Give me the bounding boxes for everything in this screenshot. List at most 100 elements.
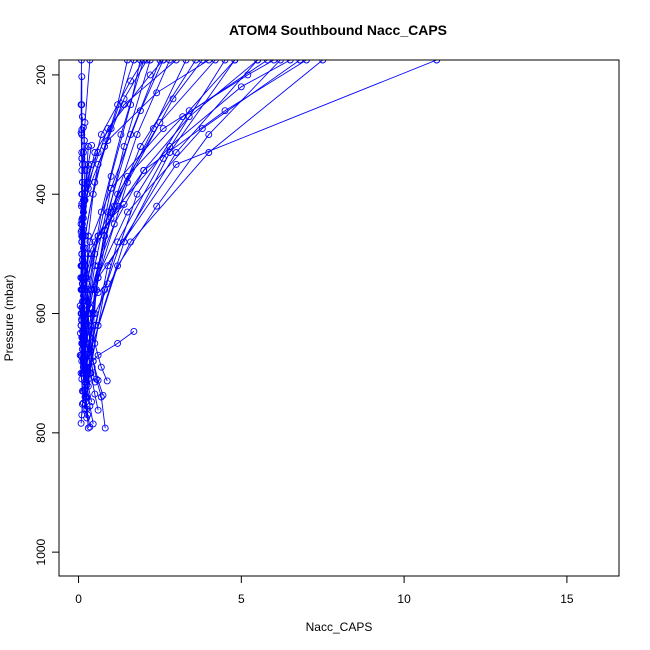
data-point [94,149,102,156]
data-point [237,83,245,91]
data-point [78,101,86,109]
data-point [153,89,161,97]
data-point [276,60,284,64]
data-point [159,60,167,64]
data-point [127,101,135,109]
data-point [319,60,327,64]
data-point [77,228,85,236]
data-point [140,60,148,64]
data-point [84,411,92,419]
y-tick-label: 800 [34,423,48,443]
data-point [97,363,105,371]
data-point [198,60,206,64]
data-point [91,390,99,398]
data-point [133,190,141,198]
data-point [231,60,239,64]
data-point [89,420,97,428]
data-point [270,60,278,64]
series-line-16 [81,60,281,374]
data-point [149,125,157,133]
data-point [107,214,115,222]
data-point [110,220,118,228]
data-point [211,60,219,64]
data-point [78,113,86,121]
data-point [77,329,84,337]
data-point [136,107,144,115]
y-tick-label: 400 [34,184,48,204]
data-point [107,172,115,180]
data-point [83,414,91,422]
data-point [185,107,193,115]
data-point [86,238,94,246]
data-point [91,250,99,258]
data-point [133,131,141,139]
series-line-1 [80,60,216,424]
data-point [127,77,135,85]
series-line-27 [81,60,145,338]
data-point [89,357,97,365]
data-point [205,60,213,64]
plot-frame [58,59,620,577]
series-line-18 [81,60,437,350]
data-point [78,250,86,258]
data-point [172,149,180,156]
series-line-17 [80,60,323,344]
data-point [172,60,180,64]
data-point [86,60,94,64]
data-point [91,238,99,246]
data-point [77,419,85,427]
data-point [302,60,310,64]
x-axis-label: Nacc_CAPS [306,620,373,634]
data-point [123,208,131,216]
data-point [77,310,85,317]
data-point [101,424,109,432]
data-point [79,214,87,222]
data-point [86,402,94,410]
data-point [182,60,190,64]
x-tick-label: 0 [75,592,82,606]
series-line-10 [80,60,291,390]
data-point [153,202,161,210]
data-point [127,238,135,246]
data-point [97,208,105,216]
data-point [146,60,154,64]
data-point [221,60,229,64]
data-point [97,131,105,139]
data-point [123,60,131,64]
data-point [107,184,115,192]
series-line-31 [82,60,141,302]
axes: 0 5 10 15 200 400 600 800 1000 [34,65,574,606]
data-point [110,202,118,210]
data-point [433,60,441,64]
x-tick-label: 5 [238,592,245,606]
data-point [78,339,86,347]
data-point [103,377,111,385]
x-tick-label: 15 [560,592,574,606]
data-point [143,60,151,64]
data-point [198,125,206,133]
data-point [166,60,174,64]
data-point [117,131,125,139]
data-point [94,406,102,414]
data-point [254,60,262,64]
data-point [130,327,138,335]
data-point [77,351,85,359]
data-point [146,71,154,79]
data-point [88,141,96,149]
data-point [81,393,89,401]
y-tick-label: 600 [34,303,48,323]
data-point [130,60,138,64]
plot-area [76,60,441,432]
data-point [136,143,144,150]
data-point [159,125,167,133]
data-point [136,60,144,64]
y-tick-label: 1000 [34,538,48,565]
data-point [86,369,94,377]
data-point [156,119,164,127]
y-axis-label: Pressure (mbar) [2,275,16,362]
series-line-33 [80,60,135,418]
data-point [263,60,271,64]
data-point [88,286,96,294]
data-point [205,131,213,139]
